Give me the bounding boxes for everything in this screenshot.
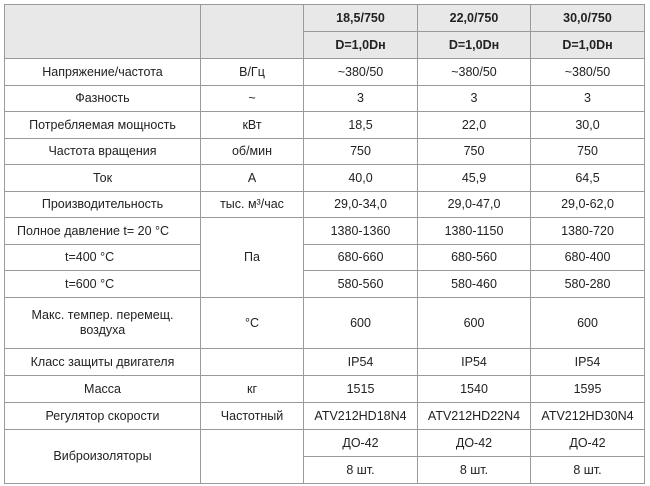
- value: 64,5: [530, 164, 645, 192]
- value: 580-560: [303, 270, 418, 298]
- model: 30,0/750: [530, 4, 645, 32]
- unit: об/мин: [200, 138, 304, 165]
- value: 600: [530, 297, 645, 349]
- value: ~380/50: [530, 58, 645, 86]
- unit: [200, 348, 304, 376]
- value: ATV212HD22N4: [417, 402, 531, 430]
- table-row: Макс. темпер. перемещ. воздуха °C 600 600 60…: [4, 297, 645, 349]
- row-label: t=600 °C: [4, 270, 201, 298]
- value: ~380/50: [303, 58, 418, 86]
- unit: [200, 429, 304, 484]
- value: 680-660: [303, 244, 418, 271]
- value: 29,0-47,0: [417, 191, 531, 218]
- row-label: Регулятор скорости: [4, 402, 201, 430]
- value: ATV212HD30N4: [530, 402, 645, 430]
- row-label: Напряжение/частота: [4, 58, 201, 86]
- value: 580-460: [417, 270, 531, 298]
- value: 22,0: [417, 111, 531, 139]
- table-row: Полное давление t= 20 °C Па 1380-1360 1380-…: [4, 217, 645, 298]
- row-label: Ток: [4, 164, 201, 192]
- value: ДО-42: [417, 429, 531, 457]
- unit: В/Гц: [200, 58, 304, 86]
- table-row: t=400 °C 680-660 680-560 680-400: [4, 244, 645, 271]
- value: 29,0-34,0: [303, 191, 418, 218]
- header-row: 18,5/750 22,0/750 30,0/750: [4, 4, 645, 59]
- value: 600: [417, 297, 531, 349]
- unit: Па: [200, 217, 304, 298]
- value: 18,5: [303, 111, 418, 139]
- value: 1595: [530, 375, 645, 403]
- row-label: Макс. темпер. перемещ. воздуха: [4, 297, 201, 349]
- corner-cell: [4, 4, 201, 59]
- unit: А: [200, 164, 304, 192]
- row-label: Виброизоляторы: [4, 429, 201, 484]
- value: 3: [530, 85, 645, 112]
- table-row: Ток А 40,0 45,9 64,5: [4, 164, 645, 192]
- table-row: Виброизоляторы ДО-42 ДО-42 ДО-42: [4, 429, 645, 484]
- value: IP54: [303, 348, 418, 376]
- diameter: D=1,0Dн: [530, 31, 645, 59]
- value: 750: [417, 138, 531, 165]
- table-row: Потребляемая мощность кВт 18,5 22,0 30,0: [4, 111, 645, 139]
- row-label: Фазность: [4, 85, 201, 112]
- diameter: D=1,0Dн: [303, 31, 418, 59]
- value: 8 шт.: [417, 456, 531, 484]
- value: 750: [303, 138, 418, 165]
- table-row: Напряжение/частота В/Гц ~380/50 ~380/50 ~380…: [4, 58, 645, 86]
- value: 3: [417, 85, 531, 112]
- header-row: D=1,0Dн D=1,0Dн D=1,0Dн: [5, 31, 645, 59]
- model: 22,0/750: [417, 4, 531, 32]
- value: 1540: [417, 375, 531, 403]
- row-label: Масса: [4, 375, 201, 403]
- diameter: D=1,0Dн: [417, 31, 531, 59]
- value: ДО-42: [530, 429, 645, 457]
- row-label: Частота вращения: [4, 138, 201, 165]
- unit: кВт: [200, 111, 304, 139]
- table-row: Производительность тыс. м³/час 29,0-34,0 29…: [4, 191, 645, 218]
- table-row: Масса кг 1515 1540 1595: [4, 375, 645, 403]
- table-row: t=600 °C 580-560 580-460 580-280: [4, 270, 645, 298]
- value: 45,9: [417, 164, 531, 192]
- model: 18,5/750: [303, 4, 418, 32]
- value: IP54: [530, 348, 645, 376]
- value: 8 шт.: [303, 456, 418, 484]
- value: 680-560: [417, 244, 531, 271]
- row-label: Полное давление t= 20 °C: [4, 217, 201, 245]
- table-row: Частота вращения об/мин 750 750 750: [4, 138, 645, 165]
- unit: Частотный: [200, 402, 304, 430]
- table-row: Фазность ~3 3 3: [4, 85, 645, 112]
- table-row: Класс защиты двигателя IP54 IP54 IP54: [4, 348, 645, 376]
- value: 750: [530, 138, 645, 165]
- value: 1380-1360: [303, 217, 418, 245]
- unit: кг: [200, 375, 304, 403]
- unit: тыс. м³/час: [200, 191, 304, 218]
- row-label: Производительность: [4, 191, 201, 218]
- row-label: Потребляемая мощность: [4, 111, 201, 139]
- value: 680-400: [530, 244, 645, 271]
- value: 580-280: [530, 270, 645, 298]
- value: 29,0-62,0: [530, 191, 645, 218]
- corner-cell: [200, 4, 304, 59]
- value: ~380/50: [417, 58, 531, 86]
- value: ДО-42: [303, 429, 418, 457]
- value: 30,0: [530, 111, 645, 139]
- value: 3: [303, 85, 418, 112]
- value: 1515: [303, 375, 418, 403]
- unit: °C: [200, 297, 304, 349]
- value: 1380-1150: [417, 217, 531, 245]
- row-label: t=400 °C: [4, 244, 201, 271]
- value: ATV212HD18N4: [303, 402, 418, 430]
- unit: ~: [200, 85, 304, 112]
- spec-table: 18,5/750 22,0/750 30,0/750 D=1,0Dн D=1,0…: [4, 4, 645, 484]
- value: 1380-720: [530, 217, 645, 245]
- value: 40,0: [303, 164, 418, 192]
- row-label: Класс защиты двигателя: [4, 348, 201, 376]
- table-row: 8 шт. 8 шт. 8 шт.: [5, 456, 645, 484]
- value: 600: [303, 297, 418, 349]
- value: 8 шт.: [530, 456, 645, 484]
- table-row: Регулятор скорости Частотный ATV212HD18N4 A…: [4, 402, 645, 430]
- value: IP54: [417, 348, 531, 376]
- table-body: Напряжение/частота В/Гц ~380/50 ~380/50 ~380…: [4, 58, 645, 484]
